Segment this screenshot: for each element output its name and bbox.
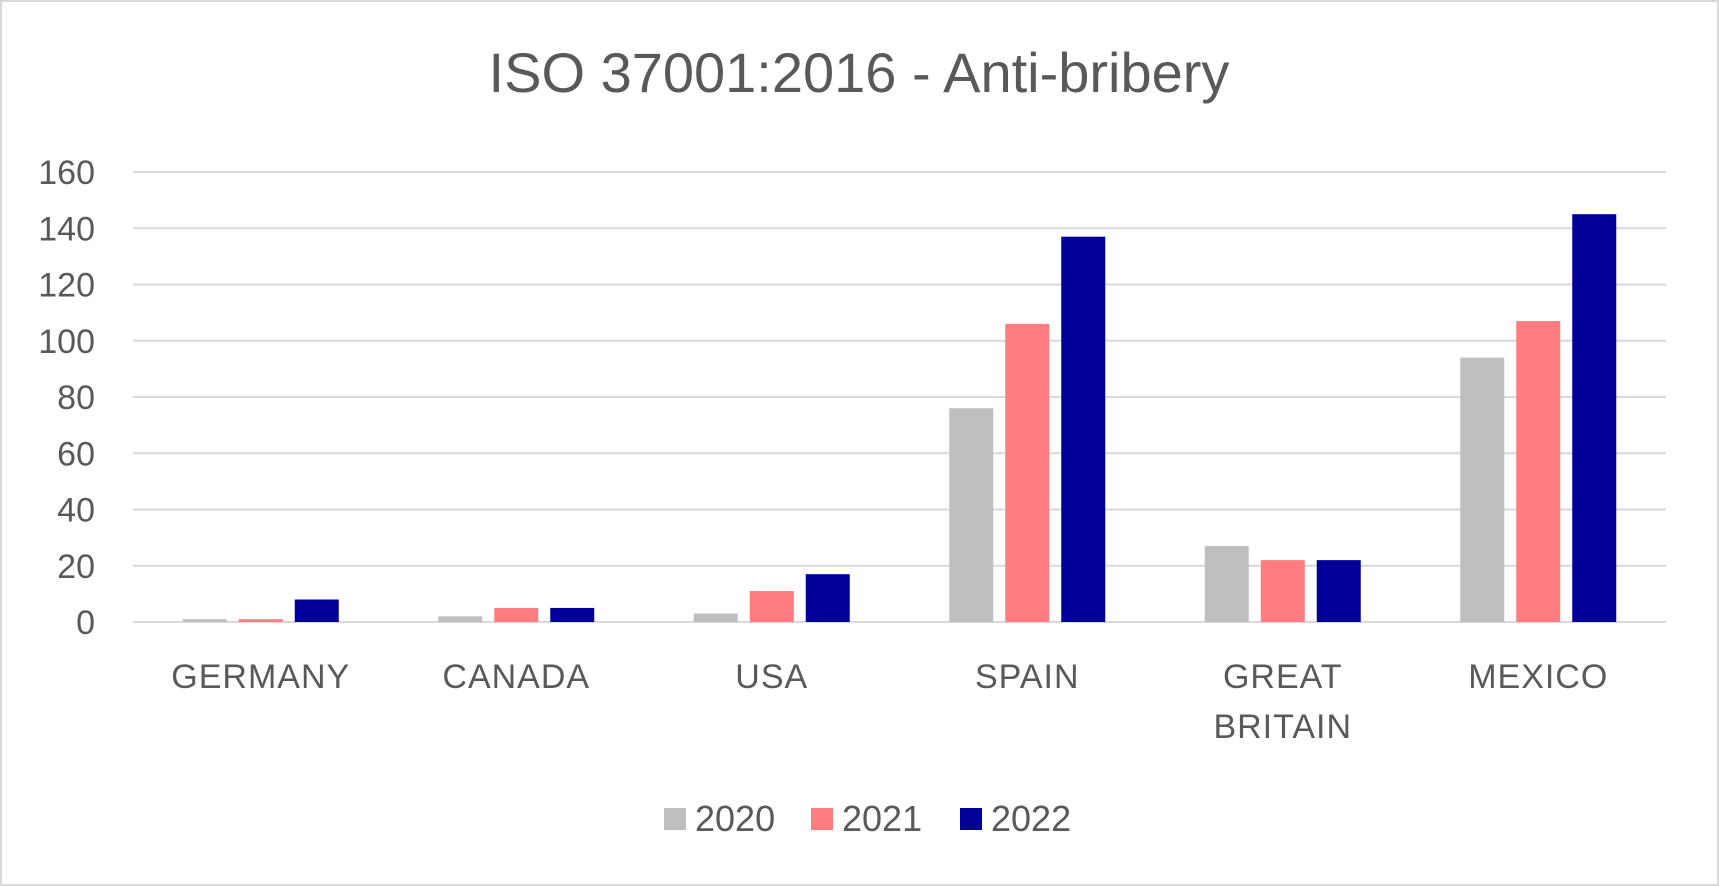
- gridlines: [133, 171, 1666, 623]
- bar-great-britain-2020: [1204, 546, 1249, 622]
- legend-label-2020: 2020: [695, 798, 775, 839]
- bar-mexico-2020: [1460, 357, 1505, 622]
- bar-spain-2020: [949, 408, 994, 622]
- legend-label-2021: 2021: [842, 798, 922, 839]
- x-category-label: GERMANY: [171, 658, 350, 696]
- bar-mexico-2021: [1516, 321, 1561, 622]
- legend-swatch-2021: [811, 808, 833, 830]
- bar-usa-2022: [805, 574, 850, 622]
- y-tick-label: 20: [57, 548, 95, 586]
- x-category-label: SPAIN: [975, 658, 1080, 696]
- bars: [182, 214, 1617, 622]
- bar-spain-2022: [1061, 236, 1106, 622]
- bar-canada-2022: [550, 607, 595, 622]
- bar-great-britain-2021: [1260, 560, 1305, 622]
- x-category-label: USA: [735, 658, 808, 696]
- x-category-label: CANADA: [442, 658, 590, 696]
- bar-usa-2021: [749, 591, 794, 622]
- chart-title: ISO 37001:2016 - Anti-bribery: [489, 41, 1230, 104]
- legend-swatch-2020: [664, 808, 686, 830]
- bar-great-britain-2022: [1316, 560, 1361, 622]
- x-category-label: GREAT BRITAIN: [1213, 658, 1352, 746]
- bar-germany-2020: [182, 619, 227, 622]
- y-tick-label: 100: [38, 323, 95, 361]
- bar-germany-2021: [238, 619, 283, 622]
- bar-germany-2022: [294, 599, 339, 622]
- y-tick-label: 60: [57, 435, 95, 473]
- legend: 2020 2021 2022: [664, 798, 1071, 839]
- y-tick-label: 80: [57, 379, 95, 417]
- y-tick-label: 140: [38, 210, 95, 248]
- x-category-label: MEXICO: [1468, 658, 1608, 696]
- y-tick-label: 0: [76, 604, 95, 642]
- y-axis-ticks: 0 20 40 60 80 100 120 140 160: [38, 154, 95, 642]
- bar-canada-2020: [438, 616, 483, 622]
- bar-mexico-2022: [1572, 214, 1617, 622]
- y-tick-label: 120: [38, 267, 95, 305]
- bar-usa-2020: [693, 613, 738, 622]
- legend-label-2022: 2022: [991, 798, 1071, 839]
- x-axis-categories: GERMANY CANADA USA SPAIN GREAT BRITAIN MEXICO: [171, 658, 1608, 746]
- y-tick-label: 160: [38, 154, 95, 192]
- bar-spain-2021: [1005, 323, 1050, 622]
- bar-canada-2021: [494, 607, 539, 622]
- legend-swatch-2022: [960, 808, 982, 830]
- y-tick-label: 40: [57, 492, 95, 530]
